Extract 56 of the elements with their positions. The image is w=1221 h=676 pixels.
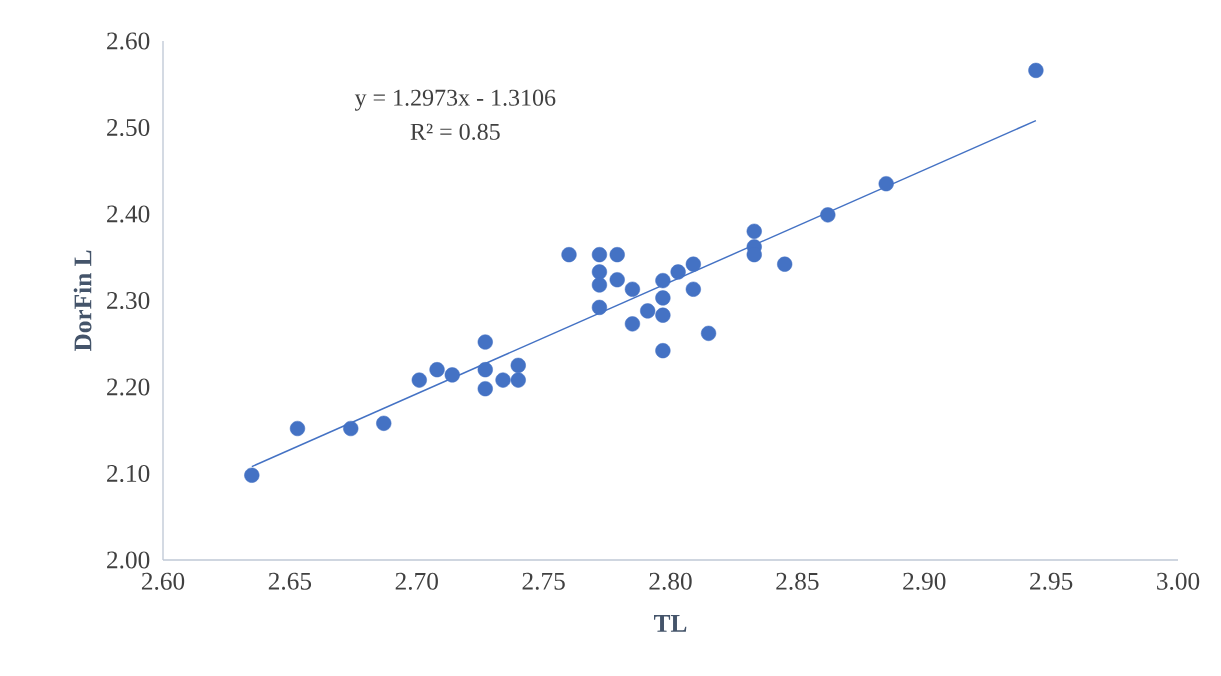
point (777, 256, 793, 272)
point (609, 247, 625, 263)
point (820, 207, 836, 223)
point (591, 277, 608, 293)
annotation: R² = 0.85 (410, 123, 500, 140)
point (477, 362, 493, 378)
x-tick-label: 2.70 (395, 572, 438, 590)
point (685, 256, 701, 272)
x-tick-label: 2.65 (268, 572, 312, 590)
y-tick-label: 2.10 (107, 464, 150, 483)
y-tick-label: 2.00 (107, 551, 150, 569)
point (624, 281, 641, 297)
point (510, 372, 526, 388)
point (655, 343, 671, 359)
point (746, 223, 762, 239)
x-axis-title: TL (654, 615, 687, 632)
point (477, 381, 493, 397)
point (655, 290, 671, 306)
point (429, 362, 445, 378)
x-tick-label: 2.90 (903, 572, 946, 590)
point (343, 420, 359, 437)
point (655, 273, 671, 289)
point (878, 176, 894, 192)
point (444, 367, 460, 383)
annotation: y = 1.2973x - 1.3106 (354, 89, 556, 111)
point (477, 334, 493, 350)
point (510, 357, 526, 373)
point (591, 247, 608, 263)
point (685, 281, 701, 297)
point (591, 299, 608, 316)
point (411, 372, 427, 388)
y-axis-title: DorFin L (73, 250, 92, 352)
point (670, 264, 686, 280)
y-tick-label: 2.60 (107, 32, 150, 50)
point (561, 247, 577, 263)
point (624, 316, 641, 332)
point (700, 325, 717, 341)
x-tick-label: 2.75 (522, 572, 565, 590)
point (609, 272, 625, 288)
point (655, 307, 671, 323)
point (640, 303, 656, 319)
x-tick-label: 3.00 (1157, 572, 1200, 590)
x-tick-label: 2.95 (1030, 572, 1073, 590)
x-tick-label: 2.60 (141, 572, 185, 590)
point (591, 264, 608, 280)
point (244, 467, 260, 483)
y-tick-label: 2.30 (107, 291, 150, 310)
y-tick-label: 2.20 (107, 378, 150, 396)
point (376, 415, 392, 431)
x-tick-label: 2.85 (776, 572, 819, 590)
point (1028, 62, 1044, 79)
y-tick-label: 2.50 (107, 118, 150, 137)
x-tick-label: 2.80 (649, 572, 692, 590)
point (289, 420, 306, 437)
point (495, 372, 511, 388)
y-tick-label: 2.40 (107, 205, 150, 223)
